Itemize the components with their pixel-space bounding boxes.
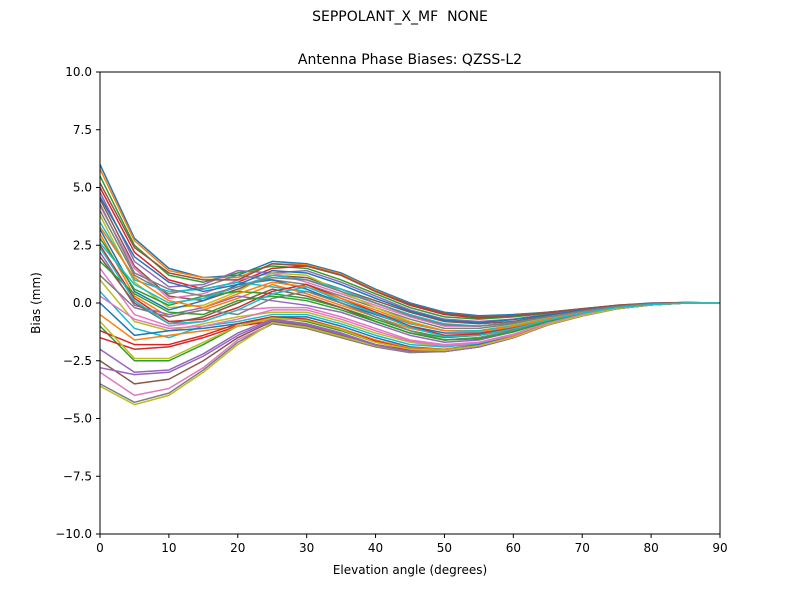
tick-layer: 0 10 20 30 40 50 60 70 80 90 −10.0 −7.5 −5.0 −2.5 0.0 2…: [55, 65, 727, 555]
x-tick-label: 80: [643, 541, 658, 555]
y-axis-label: Bias (mm): [29, 272, 43, 334]
figure-title: SEPPOLANT_X_MF NONE: [312, 9, 488, 25]
x-tick-label: 10: [161, 541, 176, 555]
series-line: [99, 302, 720, 360]
x-tick-label: 90: [712, 541, 727, 555]
series-line: [99, 247, 720, 338]
x-tick-label: 50: [437, 541, 452, 555]
x-tick-label: 30: [299, 541, 314, 555]
y-tick-label: 2.5: [73, 238, 92, 252]
y-tick-label: 10.0: [65, 65, 92, 79]
x-tick-label: 40: [368, 541, 383, 555]
series-line: [99, 182, 721, 318]
x-tick-label: 60: [506, 541, 521, 555]
series-layer: [99, 164, 721, 406]
series-line: [99, 164, 721, 317]
x-tick-label: 0: [96, 541, 104, 555]
y-tick-label: −10.0: [55, 527, 92, 541]
x-tick-label: 20: [230, 541, 245, 555]
series-line: [99, 302, 720, 404]
y-tick-label: −7.5: [63, 469, 92, 483]
y-tick-label: 0.0: [73, 296, 92, 310]
chart-title: Antenna Phase Biases: QZSS-L2: [298, 52, 522, 68]
y-tick-label: 7.5: [73, 123, 92, 137]
y-tick-label: −5.0: [63, 412, 92, 426]
y-tick-label: −2.5: [63, 354, 92, 368]
series-line: [99, 203, 720, 327]
series-line: [99, 191, 721, 323]
x-axis-label: Elevation angle (degrees): [333, 563, 487, 577]
series-line: [99, 175, 721, 320]
y-tick-label: 5.0: [73, 181, 92, 195]
x-tick-label: 70: [575, 541, 590, 555]
